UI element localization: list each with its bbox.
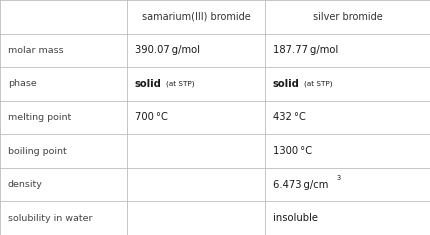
Text: boiling point: boiling point <box>8 147 66 156</box>
Text: silver bromide: silver bromide <box>313 12 382 22</box>
Text: insoluble: insoluble <box>272 213 317 223</box>
Text: samarium(III) bromide: samarium(III) bromide <box>141 12 250 22</box>
Text: (at STP): (at STP) <box>166 81 194 87</box>
Text: 390.07 g/mol: 390.07 g/mol <box>135 45 200 55</box>
Text: 700 °C: 700 °C <box>135 113 167 122</box>
Text: solid: solid <box>135 79 161 89</box>
Text: 187.77 g/mol: 187.77 g/mol <box>272 45 337 55</box>
Text: (at STP): (at STP) <box>303 81 332 87</box>
Text: melting point: melting point <box>8 113 71 122</box>
Text: 1300 °C: 1300 °C <box>272 146 311 156</box>
Text: solubility in water: solubility in water <box>8 214 92 223</box>
Text: phase: phase <box>8 79 37 88</box>
Text: 3: 3 <box>336 175 340 181</box>
Text: 432 °C: 432 °C <box>272 113 305 122</box>
Text: density: density <box>8 180 43 189</box>
Text: molar mass: molar mass <box>8 46 63 55</box>
Text: solid: solid <box>272 79 299 89</box>
Text: 6.473 g/cm: 6.473 g/cm <box>272 180 327 190</box>
